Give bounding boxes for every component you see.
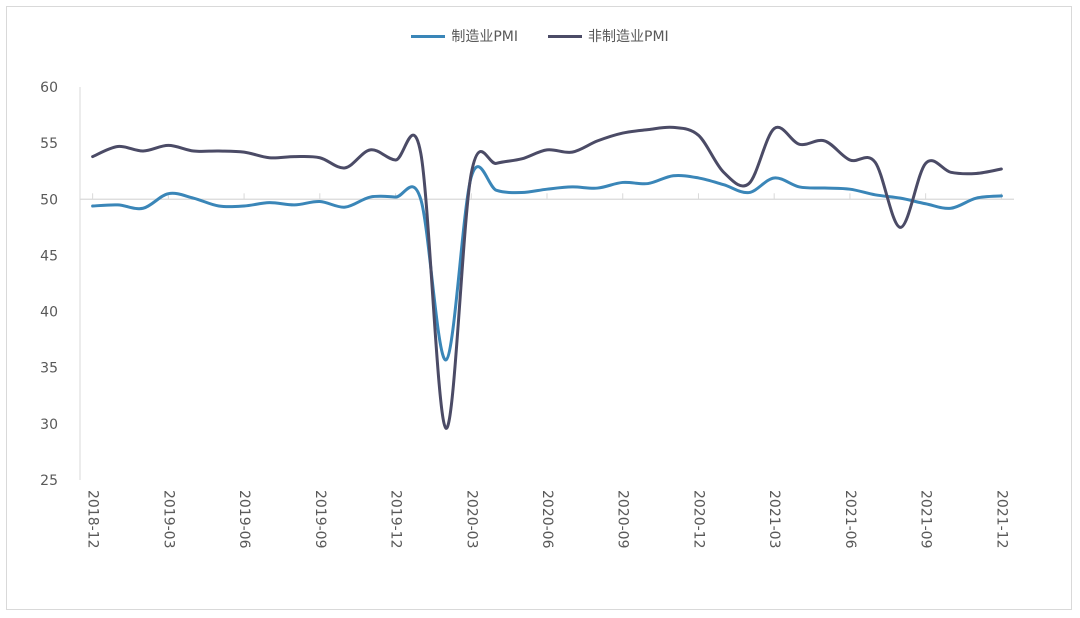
- legend-item-manufacturing: 制造业PMI: [411, 26, 518, 46]
- x-tick-label: 2021-03: [766, 490, 782, 549]
- legend-swatch-non-manufacturing: [548, 34, 582, 38]
- y-tick-label: 45: [40, 248, 58, 264]
- y-tick-label: 60: [40, 80, 58, 96]
- y-tick-label: 55: [40, 136, 58, 152]
- y-tick-label: 35: [40, 361, 58, 377]
- legend-label-non-manufacturing: 非制造业PMI: [588, 29, 669, 45]
- x-tick-label: 2019-03: [160, 490, 176, 549]
- x-tick-label: 2020-12: [690, 490, 706, 549]
- x-tick-label: 2019-09: [312, 490, 328, 549]
- legend-label-manufacturing: 制造业PMI: [451, 29, 518, 45]
- x-tick-label: 2020-06: [539, 490, 555, 549]
- legend-item-non-manufacturing: 非制造业PMI: [548, 26, 669, 46]
- x-tick-label: 2019-06: [236, 490, 252, 549]
- y-tick-label: 40: [40, 305, 58, 321]
- x-tick-label: 2018-12: [85, 490, 101, 549]
- x-tick-label: 2019-12: [388, 490, 404, 549]
- legend-swatch-manufacturing: [411, 34, 446, 38]
- legend: 制造业PMI 非制造业PMI: [0, 26, 1080, 46]
- series-line-manufacturing: [91, 165, 1003, 362]
- chart-frame: [6, 6, 1072, 610]
- x-tick-label: 2021-06: [842, 490, 858, 549]
- x-tick-label: 2020-03: [463, 490, 479, 549]
- y-tick-label: 50: [40, 192, 58, 208]
- x-tick-label: 2020-09: [615, 490, 631, 549]
- series-line-non-manufacturing: [91, 125, 1003, 430]
- x-tick-label: 2021-09: [918, 490, 934, 549]
- x-tick-label: 2021-12: [993, 490, 1009, 549]
- y-tick-label: 25: [40, 473, 58, 489]
- y-tick-label: 30: [40, 417, 58, 433]
